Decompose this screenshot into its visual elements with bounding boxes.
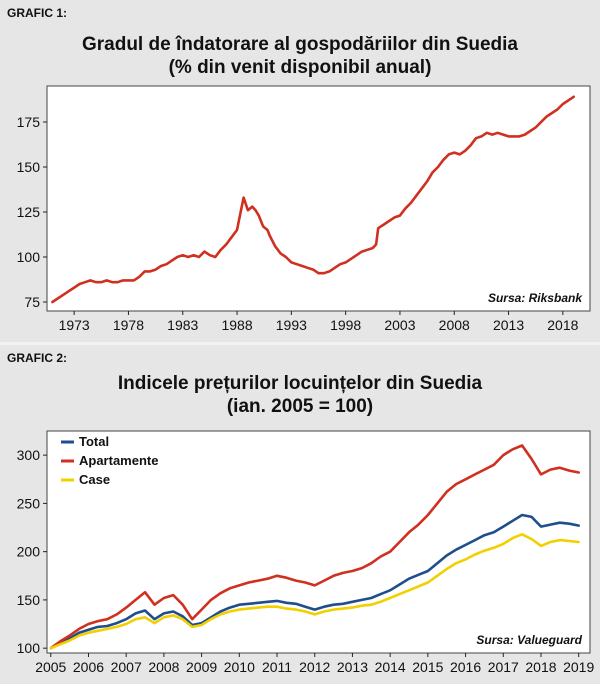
x-tick-label: 2006	[73, 659, 104, 675]
legend-label: Case	[79, 472, 110, 487]
x-tick-label: 2007	[111, 659, 142, 675]
x-tick-label: 2009	[186, 659, 217, 675]
chart-title: Gradul de îndatorare al gospodăriilor di…	[81, 34, 519, 55]
chart-label-bar: GRAFIC 1:	[0, 0, 600, 28]
legend-label: Apartamente	[79, 453, 158, 468]
chart-subtitle: (ian. 2005 = 100)	[226, 396, 374, 417]
x-tick-label: 2005	[35, 659, 66, 675]
x-tick-label: 2016	[450, 659, 481, 675]
source-note: Sursa: Riksbank	[488, 291, 583, 305]
y-tick-label: 250	[17, 495, 41, 511]
x-tick-label: 2019	[563, 659, 594, 675]
x-tick-label: 1998	[330, 317, 361, 333]
x-tick-label: 2012	[299, 659, 330, 675]
y-tick-label: 200	[17, 544, 41, 560]
x-tick-label: 2015	[412, 659, 443, 675]
chart-label-bar: GRAFIC 2:	[0, 345, 600, 373]
chart-label: GRAFIC 2:	[7, 351, 67, 365]
x-tick-label: 2014	[375, 659, 406, 675]
chart-panel-1: GRAFIC 1: Gradul de îndatorare al gospod…	[0, 0, 600, 342]
x-tick-label: 2008	[148, 659, 179, 675]
chart-title: Indicele prețurilor locuințelor din Sued…	[117, 373, 483, 394]
x-tick-label: 2013	[337, 659, 368, 675]
x-tick-label: 2010	[224, 659, 255, 675]
y-tick-label: 175	[17, 114, 41, 130]
debt-ratio-chart: 75 100 125 150 175 1973 1978 1983 1988 1993 1998 20…	[17, 85, 591, 333]
y-tick-label: 150	[17, 592, 41, 608]
plot-area	[46, 85, 591, 312]
x-tick-label: 1988	[221, 317, 252, 333]
x-tick-label: 2018	[547, 317, 578, 333]
house-price-chart: 100 150 200 250 300 2005 2006 2007 2008 2009 2010 2…	[17, 430, 594, 675]
x-tick-label: 2017	[488, 659, 519, 675]
y-tick-label: 150	[17, 159, 41, 175]
series-line	[49, 513, 581, 650]
series-line	[49, 533, 581, 650]
y-tick-label: 125	[17, 204, 41, 220]
x-tick-label: 2013	[493, 317, 524, 333]
x-tick-label: 2018	[525, 659, 556, 675]
source-note: Sursa: Valueguard	[476, 633, 582, 647]
y-tick-label: 100	[17, 640, 41, 656]
plot-area	[46, 430, 591, 654]
x-tick-label: 2008	[439, 317, 470, 333]
x-tick-label: 1978	[113, 317, 144, 333]
y-tick-label: 300	[17, 447, 41, 463]
x-tick-label: 1973	[59, 317, 90, 333]
x-tick-label: 1983	[167, 317, 198, 333]
chart-subtitle: (% din venit disponibil anual)	[168, 57, 432, 78]
chart-panel-2: GRAFIC 2: Indicele prețurilor locuințelo…	[0, 345, 600, 684]
x-tick-label: 2003	[384, 317, 415, 333]
y-tick-label: 100	[17, 249, 41, 265]
chart-label: GRAFIC 1:	[7, 6, 67, 20]
x-tick-label: 1993	[276, 317, 307, 333]
series-line	[51, 95, 576, 304]
series-line	[49, 444, 581, 650]
y-tick-label: 75	[24, 294, 40, 310]
legend-label: Total	[79, 434, 109, 449]
x-tick-label: 2011	[262, 659, 292, 675]
